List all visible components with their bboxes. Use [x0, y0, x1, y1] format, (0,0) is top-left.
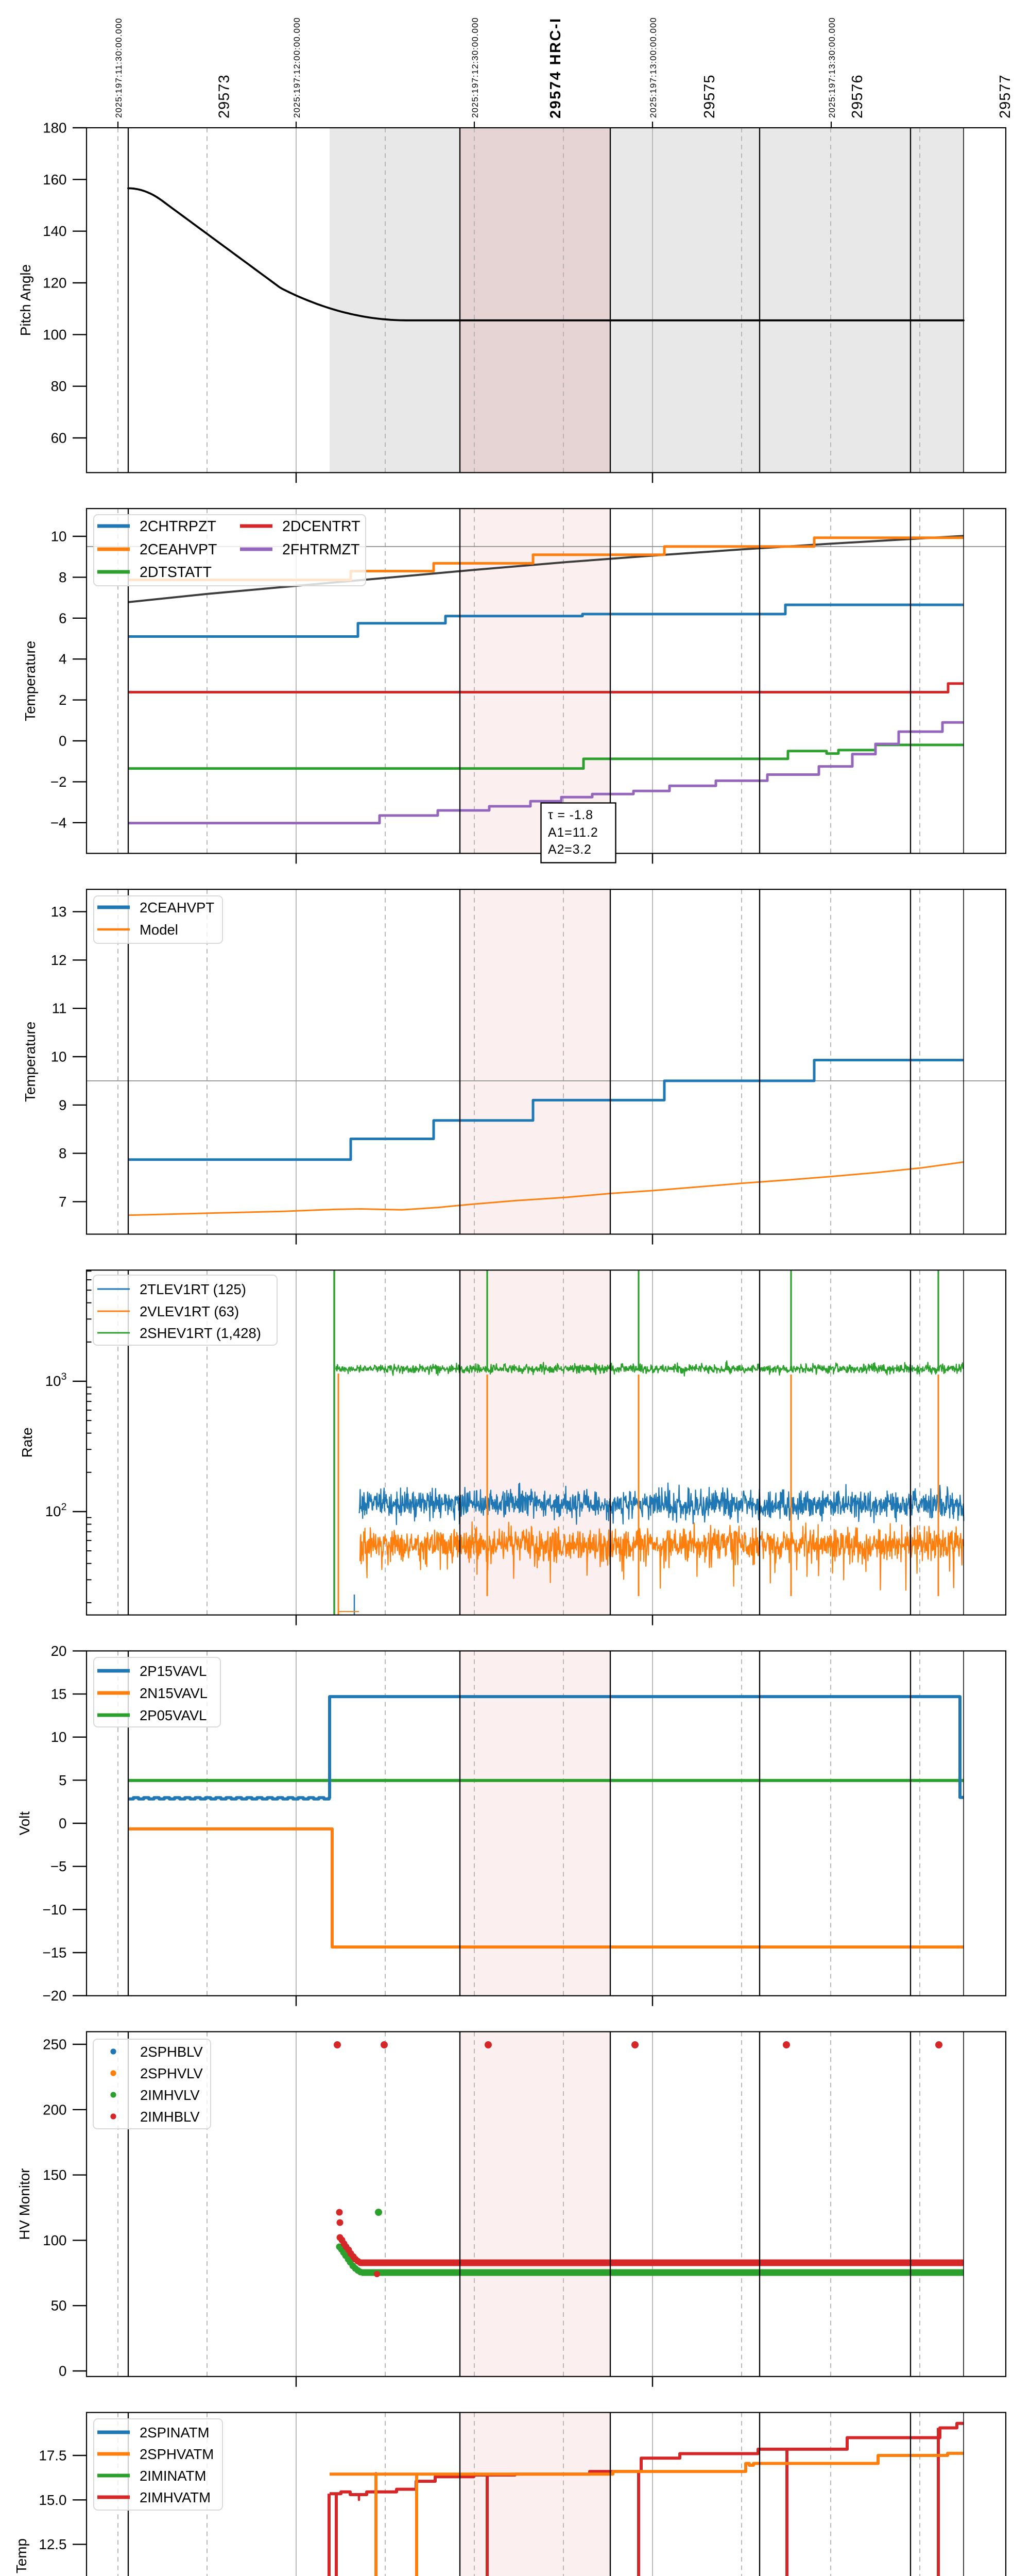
svg-text:−4: −4 — [50, 815, 67, 831]
svg-text:6: 6 — [59, 610, 66, 626]
svg-text:Temperature: Temperature — [22, 641, 38, 721]
svg-text:2SPHVLV: 2SPHVLV — [140, 2065, 203, 2081]
svg-text:2IMHVLV: 2IMHVLV — [140, 2087, 200, 2103]
svg-text:2025:197:12:00:00.000: 2025:197:12:00:00.000 — [292, 17, 302, 118]
svg-text:2DCENTRT: 2DCENTRT — [282, 518, 360, 535]
svg-text:2VLEV1RT (63): 2VLEV1RT (63) — [140, 1303, 239, 1319]
svg-text:100: 100 — [43, 327, 66, 343]
svg-text:2DTSTATT: 2DTSTATT — [140, 564, 212, 581]
svg-text:60: 60 — [51, 430, 67, 446]
svg-text:15: 15 — [51, 1686, 67, 1702]
svg-text:8: 8 — [59, 569, 66, 585]
svg-text:−20: −20 — [42, 1988, 66, 2004]
svg-text:Detector Temp: Detector Temp — [13, 2538, 29, 2576]
svg-text:−10: −10 — [42, 1902, 66, 1918]
svg-text:7: 7 — [59, 1194, 66, 1210]
svg-text:2025:197:11:30:00.000: 2025:197:11:30:00.000 — [114, 18, 124, 118]
svg-text:29575: 29575 — [701, 74, 718, 118]
svg-text:2N15VAVL: 2N15VAVL — [140, 1685, 208, 1701]
svg-text:50: 50 — [51, 2298, 67, 2314]
svg-text:29577: 29577 — [997, 74, 1014, 118]
svg-text:15.0: 15.0 — [39, 2492, 66, 2508]
svg-text:2025:197:13:00:00.000: 2025:197:13:00:00.000 — [648, 17, 658, 118]
svg-text:2025:197:12:30:00.000: 2025:197:12:30:00.000 — [470, 17, 480, 118]
svg-text:0: 0 — [59, 1816, 66, 1832]
svg-text:13: 13 — [51, 904, 67, 920]
svg-text:11: 11 — [52, 1001, 67, 1016]
svg-text:A2=3.2: A2=3.2 — [548, 842, 592, 857]
svg-text:160: 160 — [43, 172, 66, 188]
svg-text:Rate: Rate — [19, 1428, 35, 1458]
svg-text:Pitch Angle: Pitch Angle — [18, 264, 33, 336]
svg-text:20: 20 — [51, 1643, 67, 1659]
svg-text:12: 12 — [51, 952, 67, 968]
svg-text:12.5: 12.5 — [39, 2536, 66, 2552]
svg-text:4: 4 — [59, 651, 66, 667]
svg-text:250: 250 — [43, 2037, 66, 2053]
svg-text:10: 10 — [51, 1049, 67, 1065]
svg-text:10: 10 — [51, 1729, 67, 1745]
svg-text:0: 0 — [59, 2363, 66, 2379]
svg-text:80: 80 — [51, 378, 67, 394]
svg-text:2SPHBLV: 2SPHBLV — [140, 2044, 203, 2060]
svg-text:2TLEV1RT (125): 2TLEV1RT (125) — [140, 1281, 246, 1297]
svg-text:120: 120 — [43, 275, 66, 291]
svg-text:2SPHVATM: 2SPHVATM — [140, 2446, 214, 2462]
svg-text:A1=11.2: A1=11.2 — [548, 825, 598, 840]
svg-text:−2: −2 — [50, 774, 67, 790]
svg-text:2CEAHVPT: 2CEAHVPT — [140, 900, 214, 916]
svg-text:−15: −15 — [42, 1945, 66, 1961]
svg-text:2FHTRMZT: 2FHTRMZT — [282, 541, 359, 558]
svg-text:0: 0 — [59, 733, 66, 749]
svg-text:10: 10 — [51, 529, 67, 545]
svg-text:2025:197:13:30:00.000: 2025:197:13:30:00.000 — [827, 17, 837, 118]
svg-text:29576: 29576 — [849, 74, 866, 118]
svg-text:2IMHVATM: 2IMHVATM — [140, 2489, 211, 2505]
svg-text:29574 HRC-I: 29574 HRC-I — [547, 17, 564, 118]
svg-text:17.5: 17.5 — [39, 2448, 66, 2464]
svg-text:29573: 29573 — [216, 74, 233, 118]
svg-text:2P15VAVL: 2P15VAVL — [140, 1663, 207, 1679]
svg-text:τ = -1.8: τ = -1.8 — [548, 808, 593, 822]
svg-text:2P05VAVL: 2P05VAVL — [140, 1707, 207, 1723]
svg-text:140: 140 — [43, 223, 66, 239]
svg-text:2IMINATM: 2IMINATM — [140, 2468, 206, 2484]
svg-text:−5: −5 — [50, 1858, 67, 1874]
svg-text:9: 9 — [59, 1097, 66, 1113]
svg-text:Volt: Volt — [16, 1811, 32, 1836]
svg-text:150: 150 — [43, 2167, 66, 2183]
svg-text:2: 2 — [59, 692, 66, 708]
svg-text:5: 5 — [59, 1772, 66, 1788]
svg-text:100: 100 — [43, 2232, 66, 2248]
svg-text:2IMHBLV: 2IMHBLV — [140, 2109, 200, 2125]
svg-text:Model: Model — [140, 922, 178, 938]
svg-text:180: 180 — [43, 120, 66, 136]
svg-text:2CEAHVPT: 2CEAHVPT — [140, 541, 217, 558]
svg-text:HV Monitor: HV Monitor — [16, 2168, 32, 2240]
svg-text:2SPINATM: 2SPINATM — [140, 2425, 210, 2441]
svg-text:200: 200 — [43, 2102, 66, 2117]
svg-text:Temperature: Temperature — [22, 1022, 38, 1102]
svg-text:2CHTRPZT: 2CHTRPZT — [140, 518, 216, 535]
svg-text:8: 8 — [59, 1145, 66, 1161]
svg-text:2SHEV1RT (1,428): 2SHEV1RT (1,428) — [140, 1325, 261, 1341]
